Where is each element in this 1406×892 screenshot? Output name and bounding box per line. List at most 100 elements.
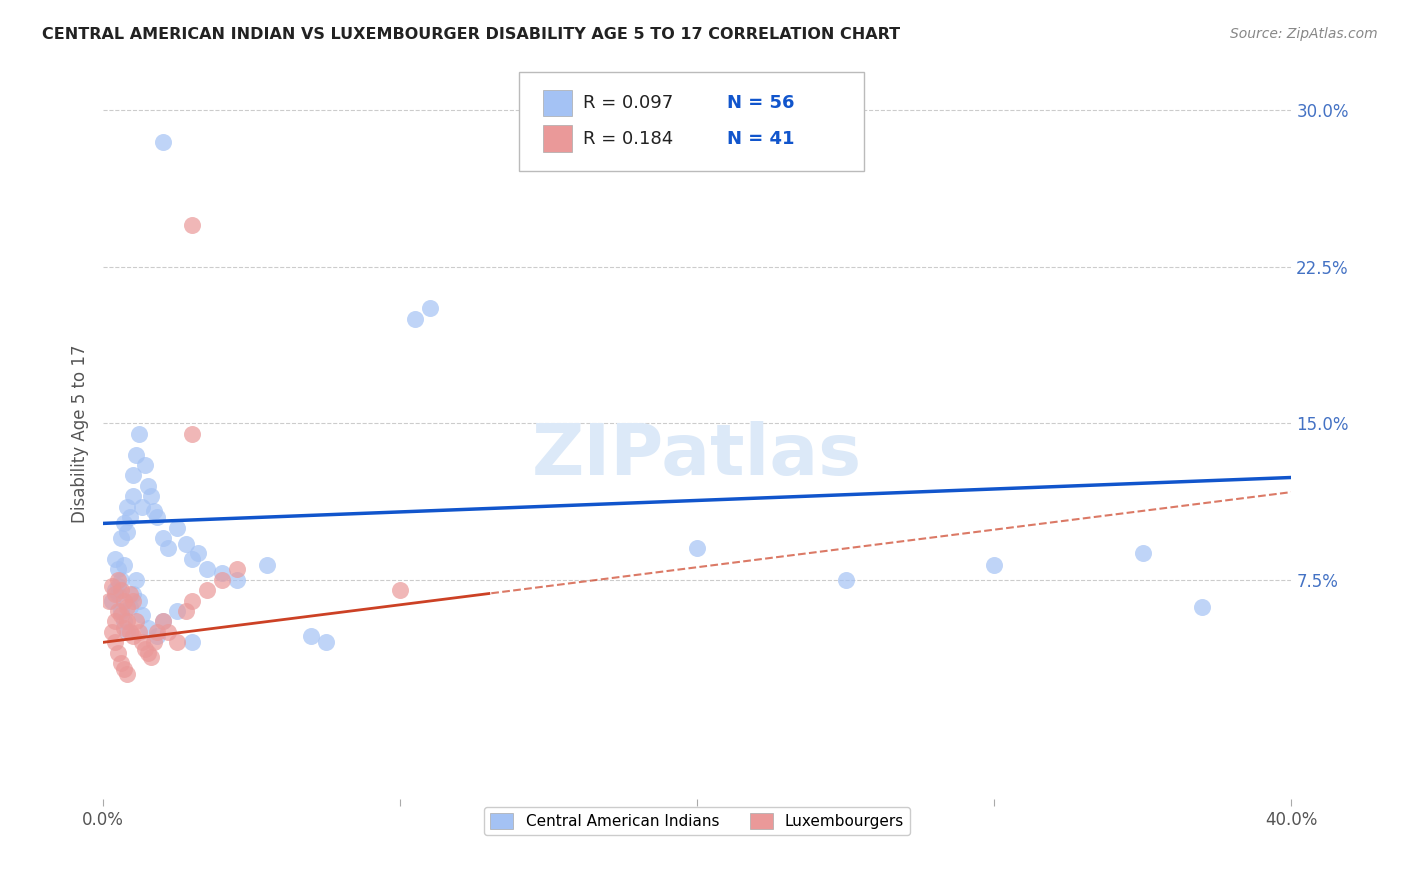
FancyBboxPatch shape <box>543 90 572 116</box>
Point <box>118 510 141 524</box>
Point <box>211 566 233 581</box>
Point <box>152 531 174 545</box>
Point <box>128 624 150 639</box>
Point <box>152 615 174 629</box>
Text: Source: ZipAtlas.com: Source: ZipAtlas.com <box>1230 27 1378 41</box>
Point <box>115 615 138 629</box>
Point <box>686 541 709 556</box>
Point <box>110 583 132 598</box>
Point <box>1191 599 1213 614</box>
Point <box>112 558 135 573</box>
Point <box>121 629 143 643</box>
Point <box>107 587 129 601</box>
Point <box>104 587 127 601</box>
Point <box>315 635 337 649</box>
Point <box>125 615 148 629</box>
Point <box>131 635 153 649</box>
Point <box>107 562 129 576</box>
Point <box>195 562 218 576</box>
Point <box>118 624 141 639</box>
Point <box>128 593 150 607</box>
Point <box>112 593 135 607</box>
Point <box>139 649 162 664</box>
Point <box>211 573 233 587</box>
Point <box>181 552 204 566</box>
Point <box>121 489 143 503</box>
FancyBboxPatch shape <box>543 126 572 152</box>
Point <box>142 504 165 518</box>
Text: N = 56: N = 56 <box>727 94 794 112</box>
Point <box>107 604 129 618</box>
Point <box>112 615 135 629</box>
Point <box>145 624 167 639</box>
Point <box>110 531 132 545</box>
Point <box>419 301 441 316</box>
Point <box>157 541 180 556</box>
Point <box>176 537 198 551</box>
Point <box>121 593 143 607</box>
Point <box>112 621 135 635</box>
Text: R = 0.184: R = 0.184 <box>583 129 673 148</box>
Point <box>112 663 135 677</box>
Point <box>136 479 159 493</box>
Point <box>110 608 132 623</box>
Point <box>195 583 218 598</box>
Point <box>166 604 188 618</box>
Text: CENTRAL AMERICAN INDIAN VS LUXEMBOURGER DISABILITY AGE 5 TO 17 CORRELATION CHART: CENTRAL AMERICAN INDIAN VS LUXEMBOURGER … <box>42 27 900 42</box>
Point <box>121 468 143 483</box>
Point <box>187 546 209 560</box>
Point <box>107 579 129 593</box>
Point <box>134 458 156 472</box>
Text: ZIPatlas: ZIPatlas <box>531 421 862 490</box>
Point <box>136 621 159 635</box>
Point <box>101 579 124 593</box>
Legend: Central American Indians, Luxembourgers: Central American Indians, Luxembourgers <box>484 806 910 835</box>
Point <box>131 608 153 623</box>
Point <box>136 646 159 660</box>
Y-axis label: Disability Age 5 to 17: Disability Age 5 to 17 <box>72 344 89 523</box>
Point <box>107 646 129 660</box>
Point <box>152 135 174 149</box>
Point <box>142 635 165 649</box>
Point <box>110 656 132 670</box>
Point <box>176 604 198 618</box>
Point <box>107 573 129 587</box>
Point <box>118 587 141 601</box>
Point <box>115 666 138 681</box>
Point <box>115 500 138 514</box>
Point <box>181 593 204 607</box>
Point <box>256 558 278 573</box>
Point <box>152 615 174 629</box>
Point <box>389 583 412 598</box>
Point <box>404 312 426 326</box>
Point <box>145 629 167 643</box>
Point <box>983 558 1005 573</box>
Point <box>104 615 127 629</box>
Point <box>157 624 180 639</box>
Point <box>181 218 204 232</box>
Point <box>1132 546 1154 560</box>
Point <box>115 599 138 614</box>
Point <box>115 624 138 639</box>
Point <box>134 641 156 656</box>
Point <box>125 573 148 587</box>
Point <box>118 599 141 614</box>
Point <box>181 635 204 649</box>
Point <box>166 635 188 649</box>
Point <box>225 573 247 587</box>
Point <box>131 500 153 514</box>
Point <box>128 426 150 441</box>
Point <box>139 489 162 503</box>
Point <box>835 573 858 587</box>
Point <box>125 448 148 462</box>
Point <box>110 604 132 618</box>
Point <box>110 573 132 587</box>
Point <box>101 593 124 607</box>
Point <box>104 583 127 598</box>
Point <box>166 520 188 534</box>
Point <box>112 516 135 531</box>
Point <box>115 524 138 539</box>
Point <box>98 593 121 607</box>
Text: N = 41: N = 41 <box>727 129 794 148</box>
Point <box>145 510 167 524</box>
